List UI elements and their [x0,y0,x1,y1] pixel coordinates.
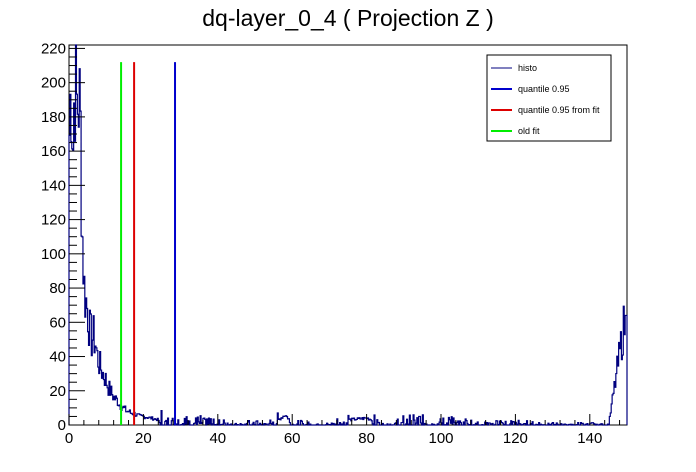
x-tick-label: 40 [209,430,226,447]
legend-label: quantile 0.95 [518,84,570,94]
legend-label: quantile 0.95 from fit [518,105,600,115]
histogram-series [68,44,628,426]
x-tick-label: 100 [428,430,453,447]
y-tick-label: 100 [41,246,66,263]
y-tick-label: 80 [49,280,66,297]
y-tick-label: 140 [41,177,66,194]
x-tick-label: 120 [503,430,528,447]
axes: 0 20 40 60 80 100 120 140 0 20 40 60 80 100 120 140 160 1… [41,40,621,447]
legend-label: histo [518,63,537,73]
x-tick-label: 80 [358,430,375,447]
legend-label: old fit [518,126,540,136]
x-tick-label: 20 [135,430,152,447]
y-tick-label: 60 [49,314,66,331]
vertical-lines [120,62,177,425]
y-tick-label: 220 [41,40,66,57]
legend-box [486,54,612,142]
y-tick-label: 160 [41,143,66,160]
histogram-line [68,44,628,426]
y-tick-label: 180 [41,109,66,126]
x-tick-label: 60 [284,430,301,447]
legend: histo quantile 0.95 quantile 0.95 from fit… [486,54,612,142]
y-tick-label: 120 [41,212,66,229]
y-tick-label: 0 [58,417,66,434]
x-tick-label: 140 [577,430,602,447]
chart-title: dq-layer_0_4 ( Projection Z ) [202,5,493,31]
y-tick-label: 40 [49,349,66,366]
x-tick-label: 0 [65,430,73,447]
y-tick-label: 20 [49,383,66,400]
y-tick-label: 200 [41,75,66,92]
